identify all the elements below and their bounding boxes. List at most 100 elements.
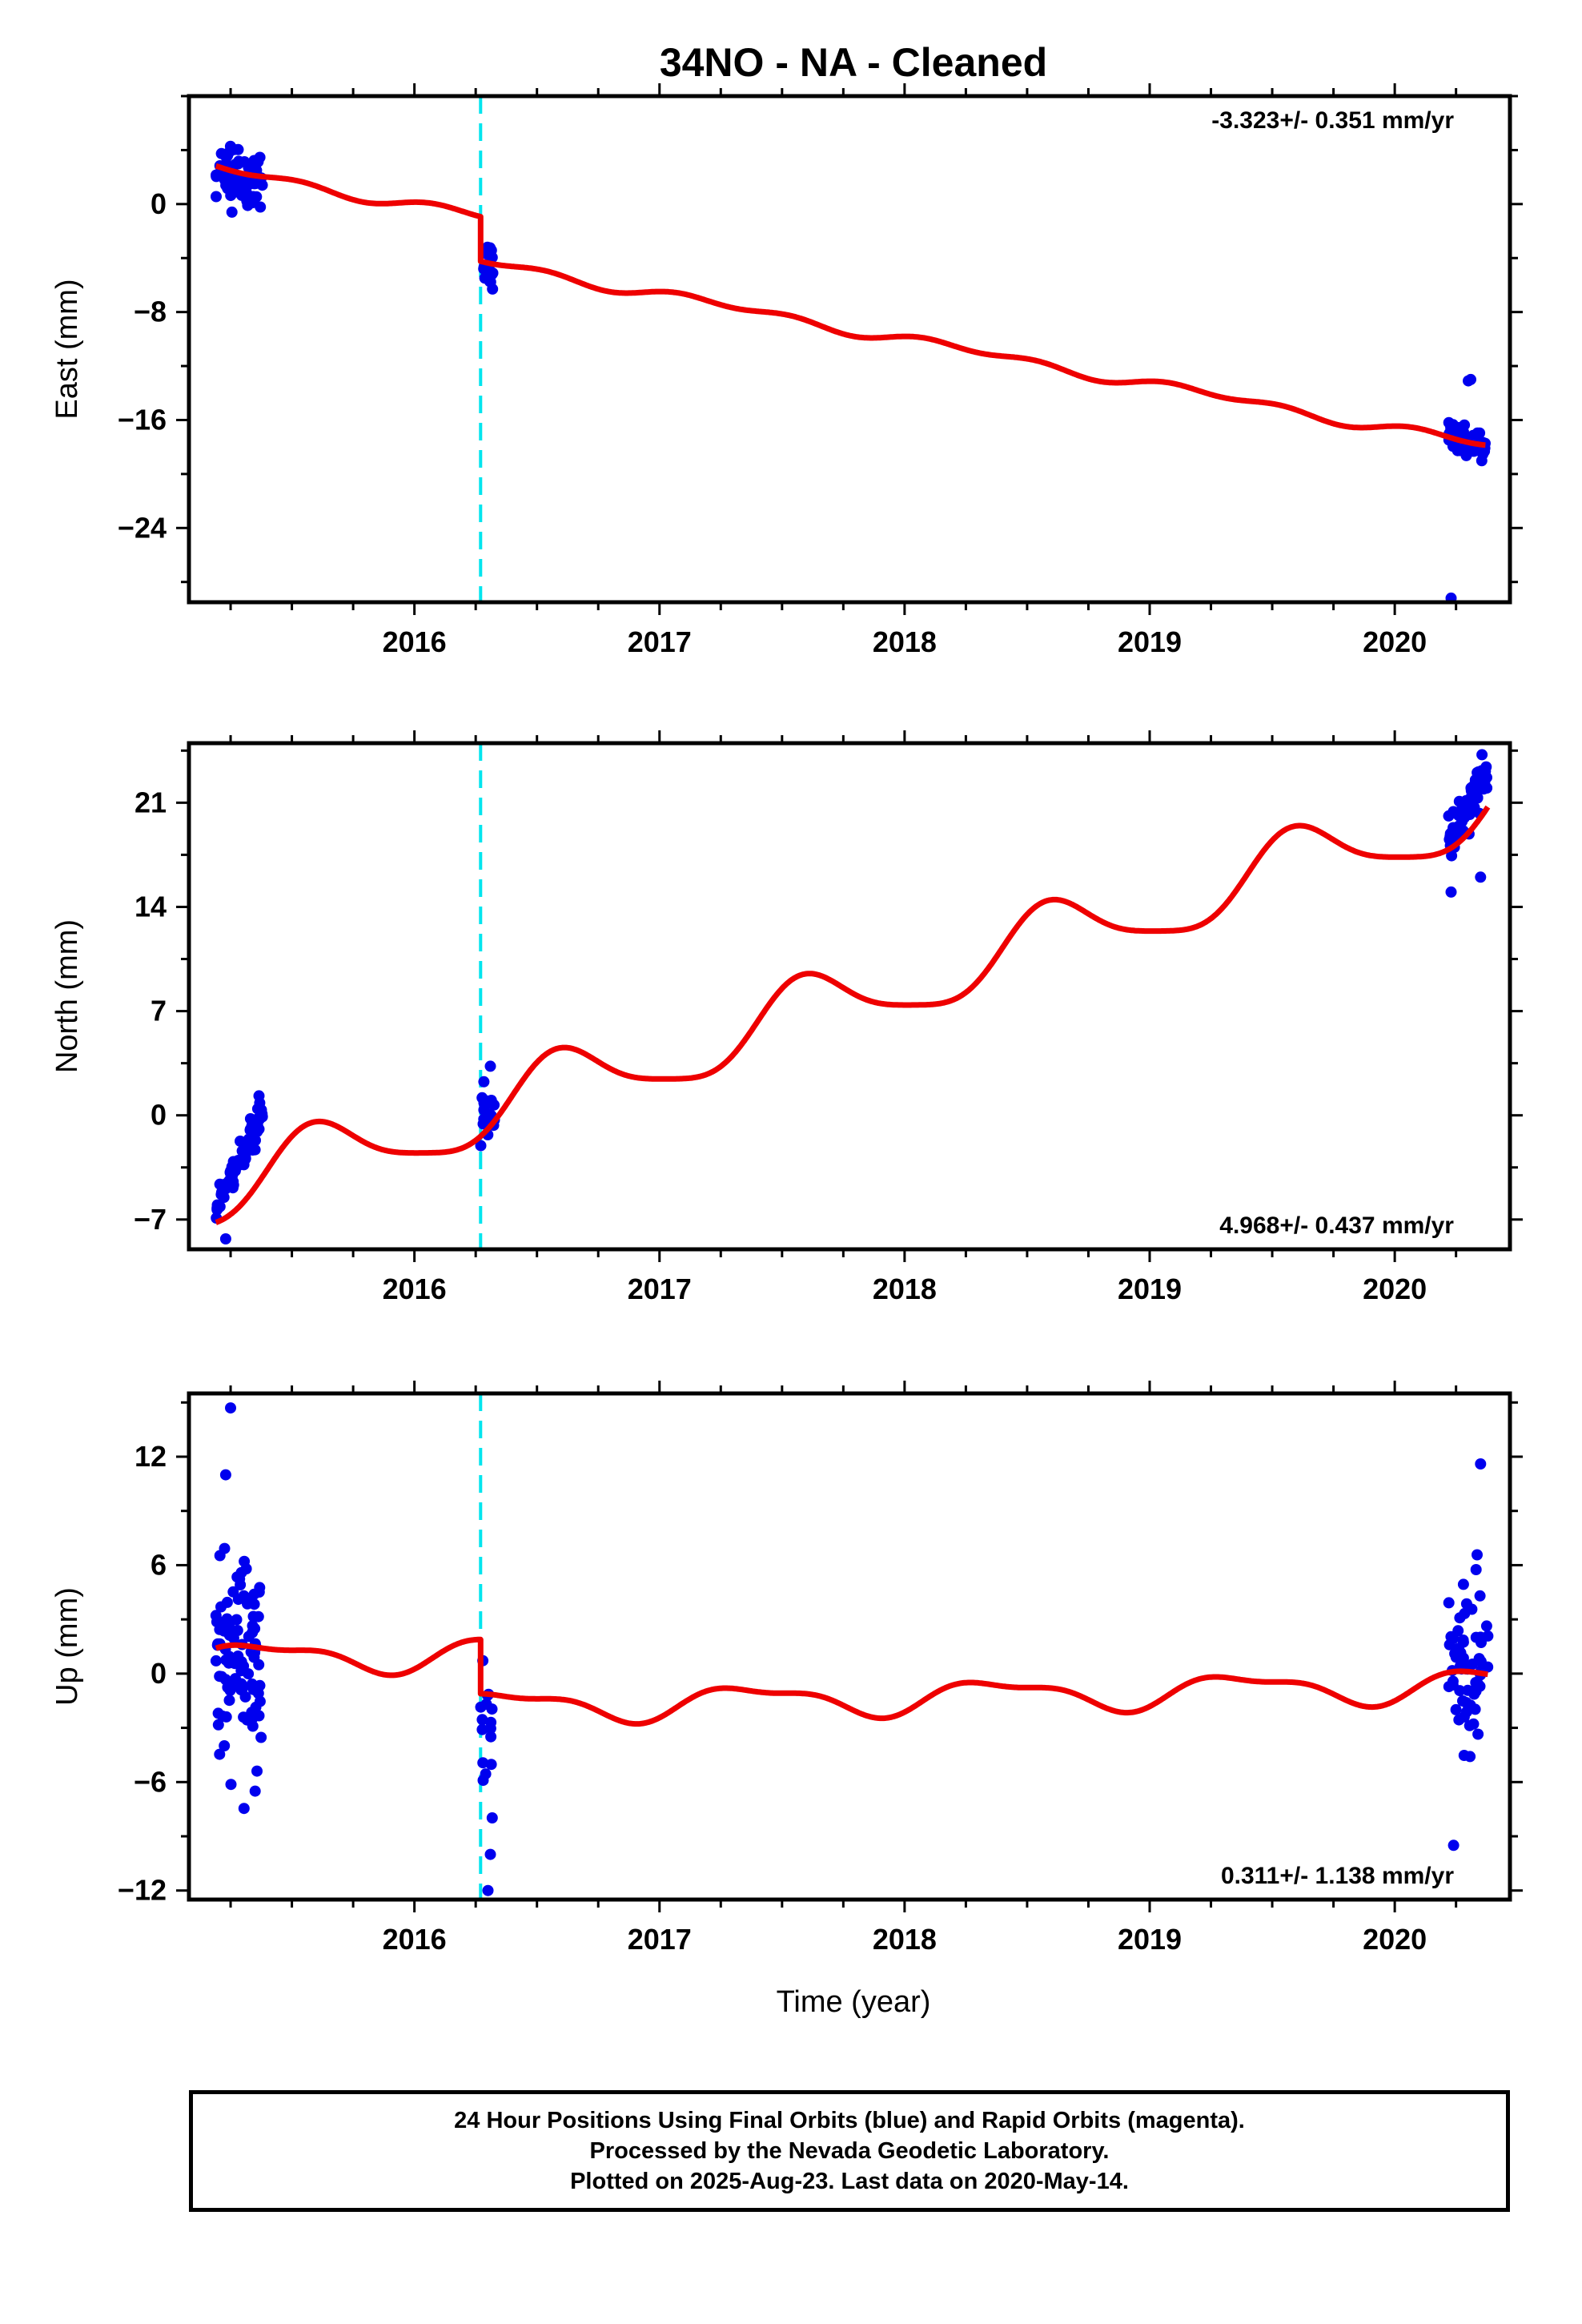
y-tick-label: 14 (135, 890, 167, 923)
data-point (1476, 455, 1488, 467)
data-point (210, 1655, 222, 1667)
data-point (219, 1233, 231, 1244)
y-axis-label: North (mm) (50, 919, 84, 1073)
y-tick-label: 12 (135, 1440, 167, 1473)
up-panel: 2016 2017 2018 2019 2020 12 6 0 −6 −12 Up (mm) 0.31… (50, 1381, 1523, 1956)
data-point (1447, 824, 1459, 836)
data-point (215, 1188, 227, 1200)
data-points-group (211, 140, 1491, 602)
x-tick-label: 2018 (873, 1923, 937, 1956)
y-axis-label: Up (mm) (50, 1587, 84, 1706)
data-point (1475, 1458, 1487, 1470)
data-point (1457, 1578, 1469, 1590)
data-point (247, 195, 259, 207)
data-point (244, 1124, 256, 1136)
data-point (1481, 782, 1493, 794)
north-panel: 2016 2017 2018 2019 2020 21 14 7 0 −7 North (mm) 4.… (50, 730, 1523, 1305)
data-point (243, 179, 255, 191)
y-tick-label: 6 (151, 1548, 167, 1581)
data-point (1482, 1661, 1494, 1673)
data-point (237, 1682, 249, 1694)
data-point (253, 1659, 265, 1671)
data-point (247, 1683, 259, 1695)
data-point (217, 1711, 228, 1722)
data-point (1454, 1685, 1466, 1697)
data-point (247, 1720, 259, 1732)
data-point (249, 1622, 261, 1634)
data-point (243, 1668, 255, 1680)
data-point (237, 1155, 249, 1167)
y-tick-label: 0 (151, 187, 167, 220)
data-point (223, 1695, 235, 1707)
data-point (1465, 373, 1476, 385)
y-tick-label: 7 (151, 995, 167, 1027)
data-point (1459, 419, 1471, 431)
data-point (255, 1731, 267, 1743)
data-point (214, 1178, 226, 1190)
x-tick-label: 2020 (1363, 1273, 1427, 1305)
data-point (1457, 1634, 1469, 1646)
data-point (1443, 810, 1455, 822)
x-tick-label: 2016 (383, 1923, 447, 1956)
data-point (251, 1765, 263, 1777)
data-point (1467, 1659, 1479, 1670)
data-point (1472, 1549, 1483, 1561)
data-point (476, 1092, 488, 1104)
data-point (1446, 850, 1458, 862)
data-point (1474, 427, 1486, 439)
data-point (485, 1731, 497, 1743)
data-point (486, 251, 498, 263)
data-point (227, 181, 239, 192)
data-point (1464, 1719, 1476, 1731)
data-point (485, 1716, 497, 1728)
data-point (1458, 1750, 1470, 1761)
data-point (486, 1703, 498, 1715)
data-point (1445, 886, 1457, 898)
x-tick-label: 2020 (1363, 625, 1427, 658)
data-point (219, 1469, 231, 1481)
data-point (1464, 1699, 1476, 1711)
data-point (481, 241, 493, 253)
east-panel: 2016 2017 2018 2019 2020 0 −8 −16 −24 East (mm) -3… (50, 83, 1523, 658)
data-point (211, 171, 223, 183)
data-point (484, 1060, 496, 1072)
data-point (484, 1848, 496, 1860)
velocity-rate-label: 4.968+/- 0.437 mm/yr (1219, 1212, 1454, 1239)
model-fit-line (214, 1636, 1490, 1727)
x-tick-label: 2020 (1363, 1923, 1427, 1956)
data-point (235, 1656, 247, 1668)
x-tick-label: 2019 (1118, 625, 1182, 658)
data-point (248, 1588, 260, 1600)
data-point (247, 1610, 259, 1622)
data-point (235, 1136, 246, 1147)
data-point (1443, 1597, 1455, 1609)
x-tick-label: 2017 (628, 1273, 692, 1305)
data-point (1445, 592, 1457, 602)
data-point (482, 1884, 494, 1896)
data-point (212, 1719, 224, 1731)
data-point (224, 1684, 236, 1696)
data-point (1475, 871, 1487, 883)
data-point (235, 1566, 247, 1578)
data-point (225, 1402, 236, 1414)
data-point (1476, 1637, 1487, 1648)
y-tick-label: 0 (151, 1657, 167, 1690)
data-point (238, 1711, 250, 1723)
data-point (486, 1812, 498, 1823)
data-point (219, 1740, 231, 1751)
data-point (476, 1714, 488, 1726)
data-point (238, 1803, 250, 1815)
data-point (1447, 1839, 1460, 1852)
data-point (221, 1596, 233, 1608)
data-point (485, 1759, 497, 1771)
data-point (243, 162, 255, 174)
data-point (1478, 445, 1490, 457)
y-tick-label: −16 (118, 403, 167, 436)
data-point (1467, 784, 1479, 795)
data-point (476, 1723, 488, 1735)
data-point (1480, 1620, 1492, 1632)
data-point (1443, 1681, 1455, 1693)
data-point (1467, 1685, 1479, 1697)
footer-line-2: Processed by the Nevada Geodetic Laborat… (589, 2138, 1110, 2164)
x-tick-label: 2018 (873, 1273, 937, 1305)
